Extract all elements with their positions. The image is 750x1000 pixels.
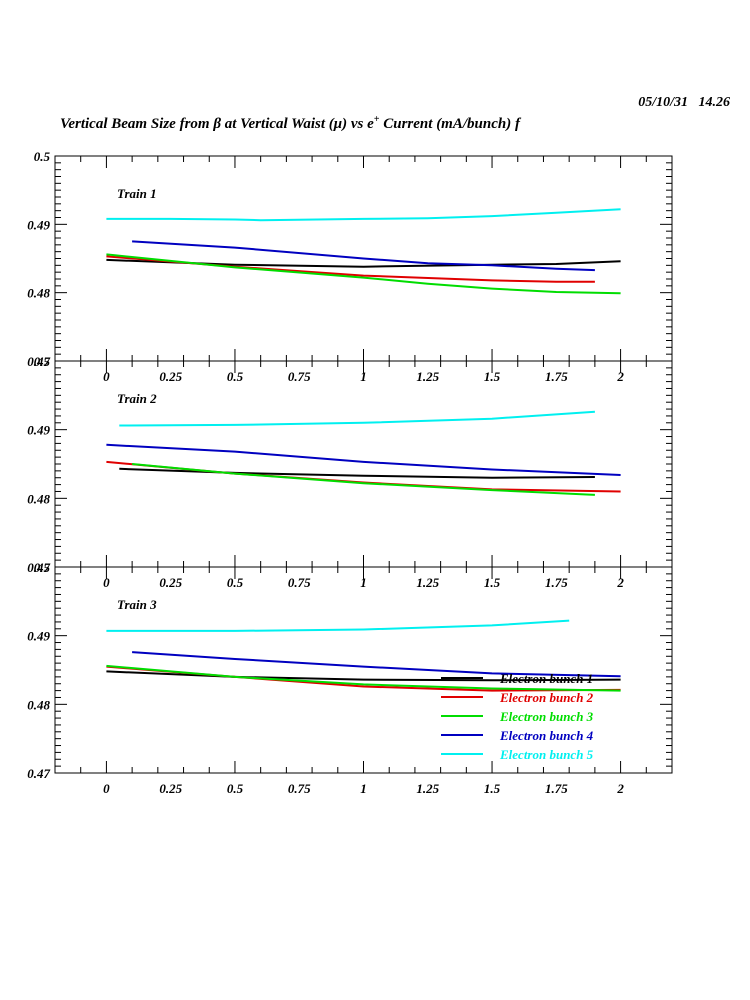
y-tick-label: 0.5 xyxy=(34,354,51,369)
x-tick-label: 0 xyxy=(103,781,110,796)
y-tick-label: 0.49 xyxy=(27,629,50,644)
legend-label: Electron bunch 3 xyxy=(499,709,594,724)
x-tick-label: 1.5 xyxy=(484,575,501,590)
y-tick-label: 0.48 xyxy=(27,491,50,506)
title-tail: Current (mA/bunch) f xyxy=(379,116,520,132)
timestamp: 05/10/31 14.26 xyxy=(638,95,730,110)
legend-label: Electron bunch 2 xyxy=(499,690,594,705)
x-tick-label: 1.25 xyxy=(416,575,439,590)
x-tick-label: 0.75 xyxy=(288,369,311,384)
x-tick-label: 1.25 xyxy=(416,369,439,384)
x-tick-label: 1 xyxy=(360,369,367,384)
panel-label: Train 1 xyxy=(117,186,157,201)
x-tick-label: 1.75 xyxy=(545,781,568,796)
y-tick-label: 0.47 xyxy=(27,354,50,369)
series-line-bunch1 xyxy=(106,670,621,682)
x-tick-label: 1.5 xyxy=(484,781,501,796)
series-line-bunch3 xyxy=(106,253,621,295)
legend-label: Electron bunch 5 xyxy=(499,747,594,762)
x-tick-label: 0.25 xyxy=(159,781,182,796)
panel-label: Train 3 xyxy=(117,597,157,612)
y-tick-label: 0.49 xyxy=(27,217,50,232)
x-tick-label: 0.75 xyxy=(288,575,311,590)
x-tick-label: 2 xyxy=(616,369,624,384)
x-tick-label: 0.25 xyxy=(159,369,182,384)
panel-label: Train 2 xyxy=(117,391,157,406)
x-tick-label: 0.5 xyxy=(227,781,244,796)
chart-title: Vertical Beam Size from β at Vertical Wa… xyxy=(60,114,700,133)
y-tick-label: 0.47 xyxy=(27,560,50,575)
title-main: Vertical Beam Size from β at Vertical Wa… xyxy=(60,116,374,132)
series-line-bunch1 xyxy=(119,467,595,479)
x-tick-label: 0.5 xyxy=(227,369,244,384)
y-tick-label: 0.48 xyxy=(27,697,50,712)
x-tick-label: 1.25 xyxy=(416,781,439,796)
y-tick-label: 0.49 xyxy=(27,423,50,438)
series-line-bunch2 xyxy=(106,255,595,283)
series-line-bunch5 xyxy=(106,208,621,222)
legend-label: Electron bunch 4 xyxy=(499,728,594,743)
x-tick-label: 2 xyxy=(616,781,624,796)
legend-label: Electron bunch 1 xyxy=(499,671,593,686)
x-tick-label: 0 xyxy=(103,575,110,590)
x-tick-label: 0 xyxy=(103,369,110,384)
series-line-bunch4 xyxy=(132,651,621,678)
series-line-bunch1 xyxy=(106,258,621,268)
series-line-bunch4 xyxy=(132,240,595,272)
x-tick-label: 2 xyxy=(616,575,624,590)
title-superscript: + xyxy=(373,114,380,125)
x-tick-label: 1 xyxy=(360,575,367,590)
series-line-bunch4 xyxy=(106,443,621,476)
series-line-bunch5 xyxy=(119,410,595,427)
x-tick-label: 0.5 xyxy=(227,575,244,590)
y-tick-label: 0.47 xyxy=(27,766,50,781)
series-line-bunch5 xyxy=(106,619,570,632)
y-tick-label: 0.5 xyxy=(34,149,51,164)
x-tick-label: 1.5 xyxy=(484,369,501,384)
x-tick-label: 1 xyxy=(360,781,367,796)
x-tick-label: 1.75 xyxy=(545,575,568,590)
x-tick-label: 0.25 xyxy=(159,575,182,590)
y-tick-label: 0.5 xyxy=(34,560,51,575)
x-tick-label: 1.75 xyxy=(545,369,568,384)
series-line-bunch3 xyxy=(132,463,595,496)
x-tick-label: 0.75 xyxy=(288,781,311,796)
y-tick-label: 0.48 xyxy=(27,286,50,301)
series-line-bunch3 xyxy=(106,664,621,692)
